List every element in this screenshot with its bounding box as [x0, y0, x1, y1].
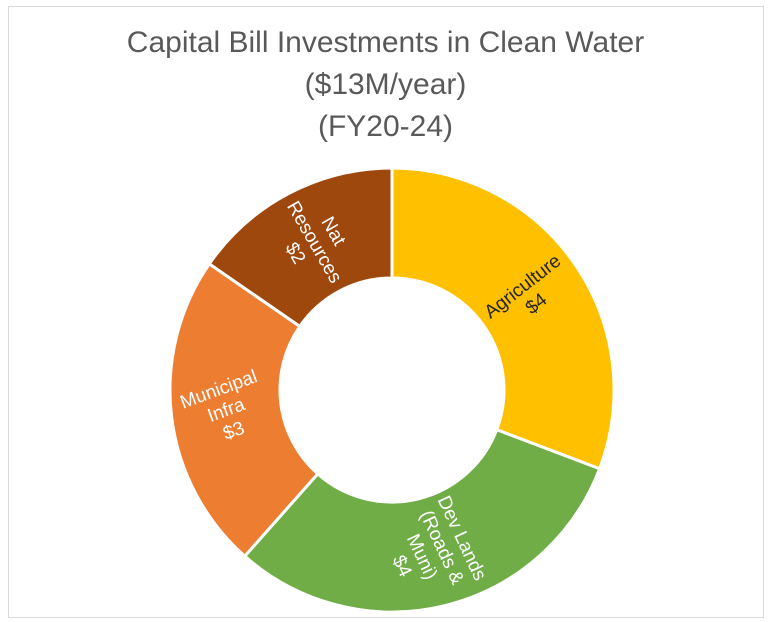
donut-slice-4 — [207, 166, 394, 329]
chart-title: Capital Bill Investments in Clean Water … — [0, 22, 771, 148]
donut-slice-2 — [242, 427, 602, 614]
donut-slice-3 — [168, 261, 320, 559]
chart-title-line-1: Capital Bill Investments in Clean Water — [126, 26, 645, 59]
donut-slice-1 — [390, 166, 616, 471]
chart-title-line-3: (FY20-24) — [317, 110, 454, 143]
chart-title-line-2: ($13M/year) — [304, 68, 467, 101]
